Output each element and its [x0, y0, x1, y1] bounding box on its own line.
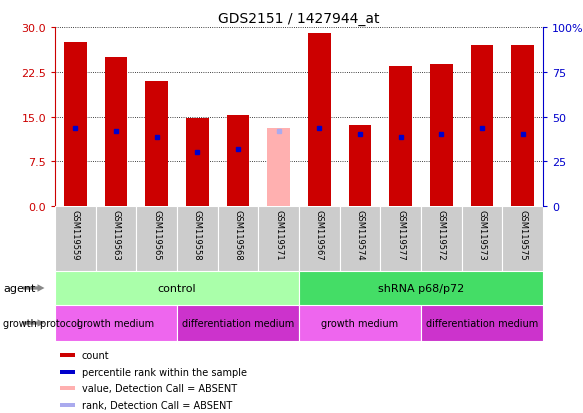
Text: GSM119571: GSM119571 [274, 210, 283, 260]
Bar [471, 46, 493, 206]
Bar [136, 206, 177, 271]
Text: differentiation medium: differentiation medium [182, 318, 294, 328]
Text: GSM119565: GSM119565 [152, 210, 161, 260]
Bar [340, 206, 380, 271]
Bar [177, 206, 217, 271]
Bar [268, 129, 290, 206]
Text: GSM119559: GSM119559 [71, 210, 80, 260]
Title: GDS2151 / 1427944_at: GDS2151 / 1427944_at [218, 12, 380, 26]
Bar [308, 34, 331, 206]
Bar [60, 386, 75, 390]
Bar [55, 271, 299, 305]
Bar [55, 206, 96, 271]
Bar [258, 206, 299, 271]
Bar [380, 206, 421, 271]
Bar [389, 66, 412, 206]
Text: differentiation medium: differentiation medium [426, 318, 538, 328]
Text: GSM119572: GSM119572 [437, 210, 446, 260]
Text: GSM119563: GSM119563 [111, 210, 121, 260]
Text: shRNA p68/p72: shRNA p68/p72 [378, 283, 464, 293]
Bar [227, 116, 249, 206]
Bar [60, 403, 75, 407]
Text: GSM119558: GSM119558 [193, 210, 202, 260]
Text: GSM119574: GSM119574 [356, 210, 364, 260]
Text: GSM119567: GSM119567 [315, 210, 324, 260]
Text: rank, Detection Call = ABSENT: rank, Detection Call = ABSENT [82, 400, 232, 410]
Bar [462, 206, 503, 271]
Bar [503, 206, 543, 271]
Text: agent: agent [3, 283, 36, 293]
Bar [299, 305, 421, 341]
Bar [349, 126, 371, 206]
Bar [146, 81, 168, 206]
Text: GSM119577: GSM119577 [396, 210, 405, 260]
Bar [421, 206, 462, 271]
Bar [64, 43, 86, 206]
Bar [299, 206, 340, 271]
Bar [60, 370, 75, 374]
Bar [55, 305, 177, 341]
Text: growth protocol: growth protocol [3, 318, 79, 328]
Text: growth medium: growth medium [78, 318, 154, 328]
Bar [96, 206, 136, 271]
Text: GSM119568: GSM119568 [234, 210, 243, 260]
Text: value, Detection Call = ABSENT: value, Detection Call = ABSENT [82, 383, 237, 393]
Bar [186, 119, 209, 206]
Bar [430, 65, 452, 206]
Text: control: control [157, 283, 196, 293]
Text: growth medium: growth medium [321, 318, 399, 328]
Bar [511, 46, 534, 206]
Bar [60, 354, 75, 357]
Text: percentile rank within the sample: percentile rank within the sample [82, 367, 247, 377]
Text: GSM119575: GSM119575 [518, 210, 527, 260]
Bar [299, 271, 543, 305]
Bar [217, 206, 258, 271]
Text: GSM119573: GSM119573 [477, 210, 486, 260]
Bar [105, 58, 127, 206]
Bar [177, 305, 299, 341]
Text: count: count [82, 350, 110, 361]
Bar [421, 305, 543, 341]
